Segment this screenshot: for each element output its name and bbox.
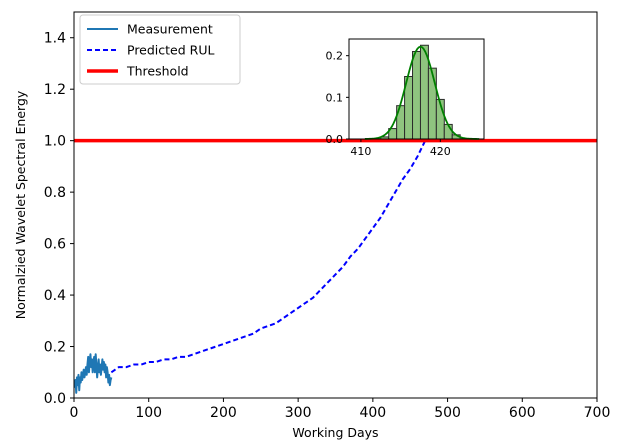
x-tick-label: 300 [285, 405, 312, 421]
series-line-0 [74, 353, 113, 394]
inset-hist-bar-5 [419, 44, 429, 140]
legend-box [79, 14, 241, 85]
inset-y-tick-label: 0.0 [326, 133, 344, 146]
inset-frame [348, 38, 485, 140]
y-tick-label: 0.6 [44, 237, 66, 253]
legend-label-2: Threshold [126, 64, 189, 79]
x-tick-label: 400 [359, 405, 386, 421]
y-tick-label: 1.4 [44, 31, 66, 47]
legend: Measurement Predicted RUL Threshold [79, 14, 241, 85]
legend-label-1: Predicted RUL [127, 43, 214, 58]
y-tick-label: 0.8 [44, 185, 66, 201]
x-tick-label: 500 [434, 405, 461, 421]
x-tick-label: 0 [70, 405, 79, 421]
inset-chart: 410 420 0.0 0.1 0.2 [326, 38, 485, 158]
inset-y-tick-label: 0.1 [326, 91, 344, 104]
legend-label-0: Measurement [127, 22, 213, 37]
x-tick-label: 200 [210, 405, 237, 421]
y-tick-label: 1.0 [44, 134, 66, 150]
inset-y-tick-label: 0.2 [326, 50, 344, 63]
y-tick-label: 1.2 [44, 82, 66, 98]
x-tick-label: 600 [509, 405, 536, 421]
inset-hist-bar-6 [427, 67, 437, 140]
inset-x-tick-label: 410 [350, 145, 371, 158]
y-tick-label: 0.0 [44, 391, 66, 407]
inset-density-curve [364, 45, 480, 140]
plot-area [74, 138, 597, 394]
inset-hist-bar-4 [412, 51, 421, 140]
x-axis-label: Working Days [292, 425, 378, 440]
x-tick-label: 700 [584, 405, 611, 421]
inset-x-tick-label: 420 [430, 145, 451, 158]
y-tick-label: 0.2 [44, 340, 66, 356]
plot-frame [73, 11, 598, 399]
y-tick-label: 0.4 [44, 288, 66, 304]
y-axis-label: Normalzied Wavelet Spectral Energy [13, 90, 28, 319]
x-tick-label: 100 [135, 405, 162, 421]
